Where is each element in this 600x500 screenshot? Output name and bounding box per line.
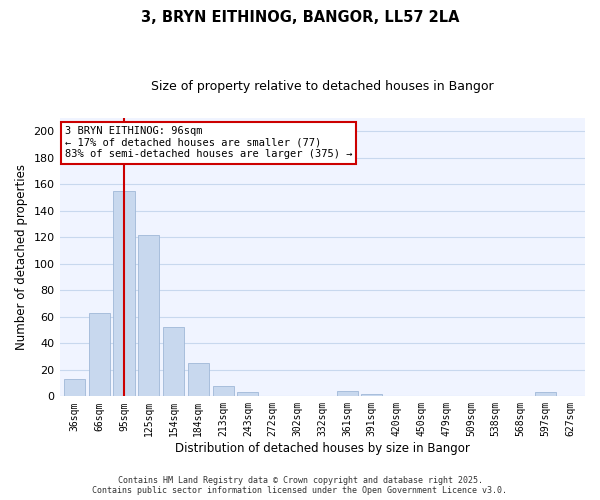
Bar [188, 363, 209, 396]
Bar [337, 391, 358, 396]
Bar [535, 392, 556, 396]
Text: 3, BRYN EITHINOG, BANGOR, LL57 2LA: 3, BRYN EITHINOG, BANGOR, LL57 2LA [141, 10, 459, 25]
Bar [361, 394, 382, 396]
Title: Size of property relative to detached houses in Bangor: Size of property relative to detached ho… [151, 80, 494, 93]
Bar [64, 379, 85, 396]
Text: 3 BRYN EITHINOG: 96sqm
← 17% of detached houses are smaller (77)
83% of semi-det: 3 BRYN EITHINOG: 96sqm ← 17% of detached… [65, 126, 352, 160]
Bar [163, 328, 184, 396]
Text: Contains HM Land Registry data © Crown copyright and database right 2025.
Contai: Contains HM Land Registry data © Crown c… [92, 476, 508, 495]
X-axis label: Distribution of detached houses by size in Bangor: Distribution of detached houses by size … [175, 442, 470, 455]
Bar [238, 392, 259, 396]
Bar [138, 234, 160, 396]
Bar [89, 313, 110, 396]
Bar [212, 386, 233, 396]
Y-axis label: Number of detached properties: Number of detached properties [15, 164, 28, 350]
Bar [113, 190, 134, 396]
